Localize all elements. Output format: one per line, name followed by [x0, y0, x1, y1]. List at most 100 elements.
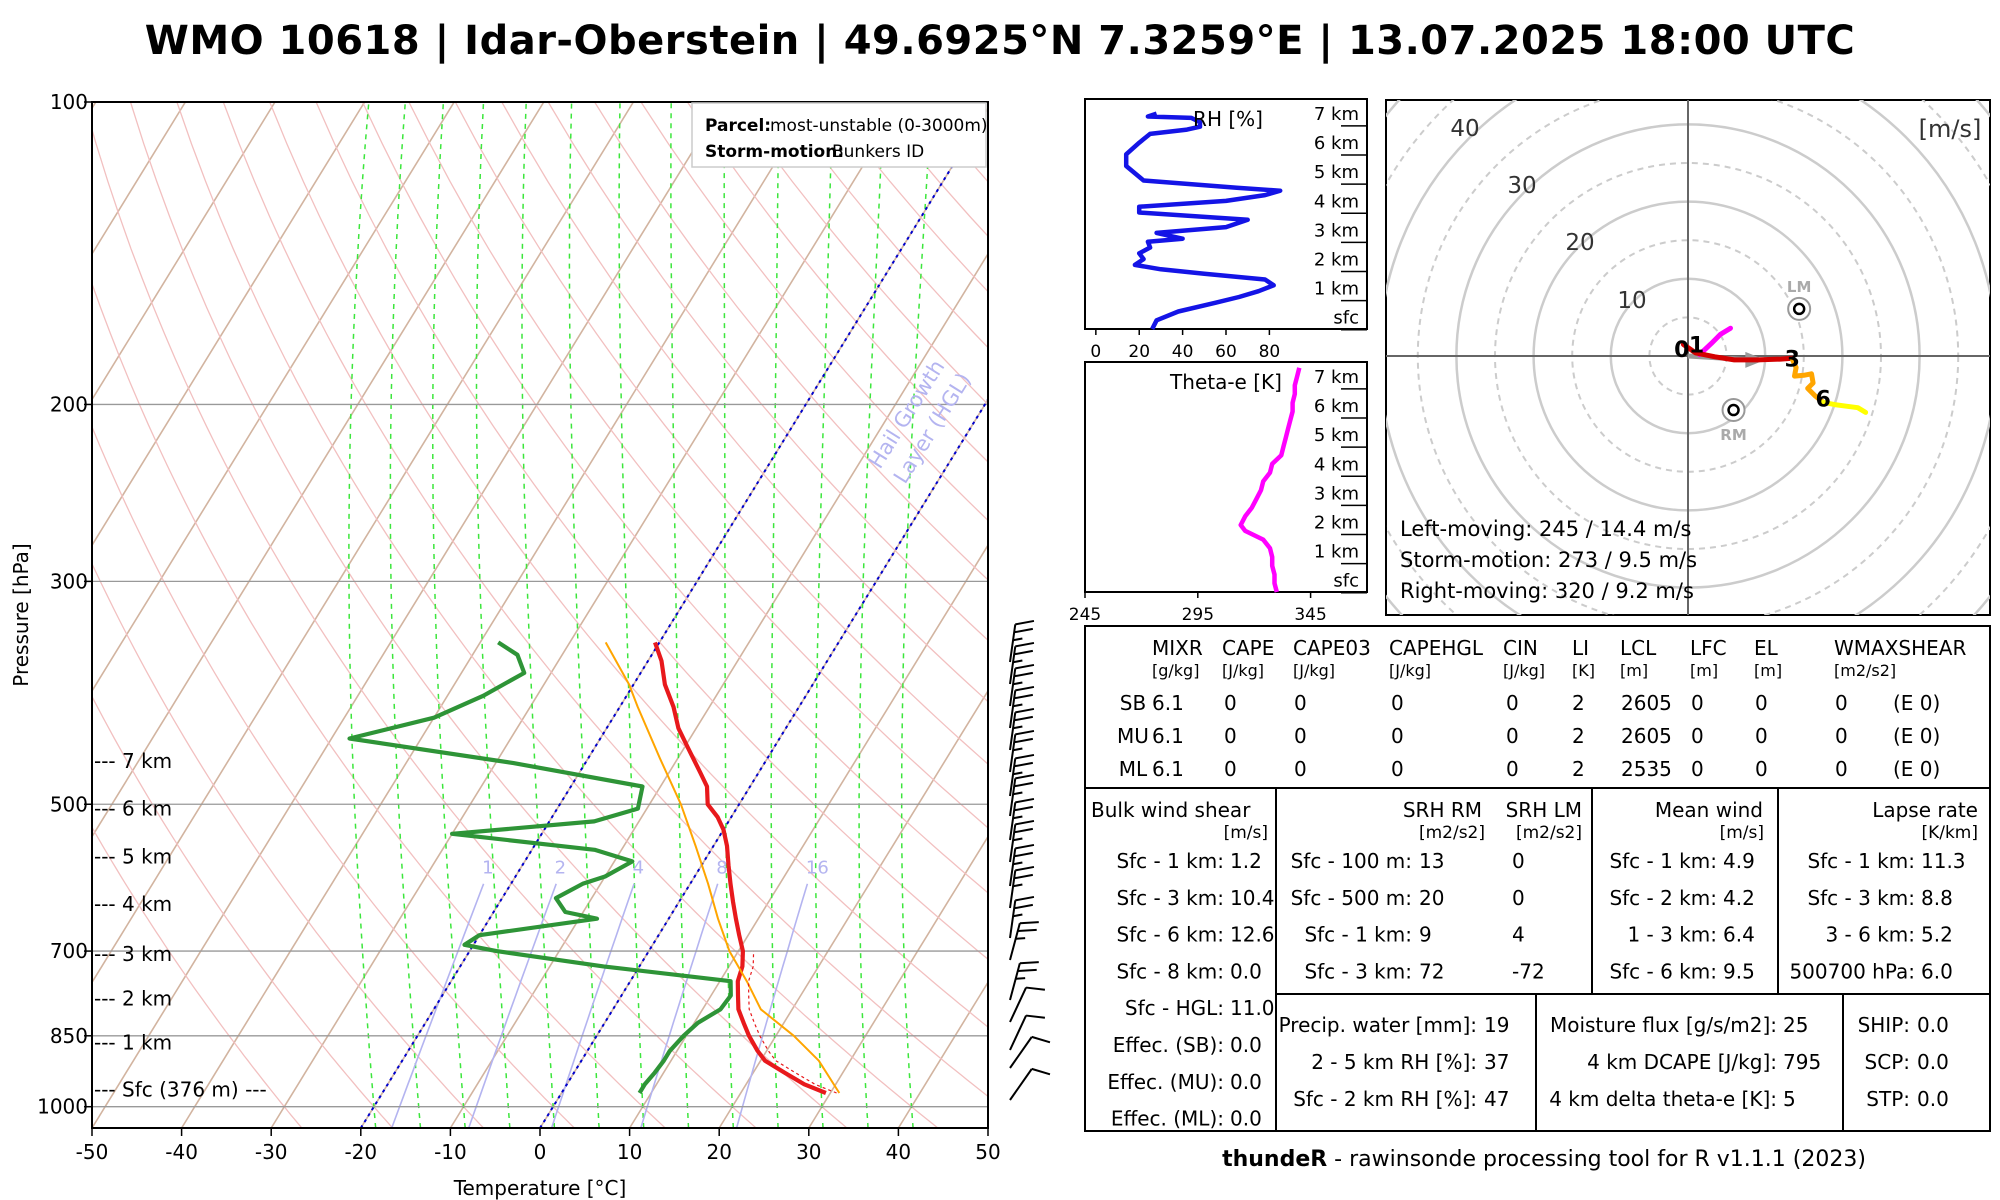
- index-row-value: 0.0: [1917, 1087, 1949, 1111]
- srh-lm-value: -72: [1512, 959, 1545, 983]
- x-tick-label: 50: [975, 1140, 1000, 1164]
- param-cell: 2: [1572, 724, 1585, 748]
- dry-adiabat-line: [361, 102, 988, 894]
- x-axis-label: Temperature [°C]: [453, 1176, 627, 1200]
- barb-shaft: [1009, 778, 1017, 817]
- dry-adiabat-line: [640, 102, 988, 522]
- srh-lm-value: 0: [1512, 886, 1525, 910]
- barb-feather: [1031, 1035, 1051, 1044]
- rh-x-tick-label: 60: [1215, 342, 1237, 362]
- shear-row-label: Sfc - HGL:: [1125, 996, 1224, 1020]
- mean-wind-unit: [m/s]: [1720, 823, 1764, 843]
- theta-e-height-label: 2 km: [1314, 512, 1359, 533]
- lapse-unit: [K/km]: [1921, 823, 1978, 843]
- height-label: --- 1 km: [94, 1030, 172, 1054]
- flux-row-label: 4 km DCAPE [J/kg]:: [1587, 1050, 1777, 1074]
- shear-row-label: Effec. (MU):: [1107, 1070, 1224, 1094]
- theta-e-height-label: sfc: [1333, 571, 1359, 592]
- wind-barb: [1009, 707, 1035, 751]
- shear-row-value: 0.0: [1230, 1107, 1262, 1131]
- mean-wind-row-label: Sfc - 1 km:: [1609, 849, 1717, 873]
- barb-shaft: [1009, 734, 1017, 773]
- moisture-row-label: Sfc - 2 km RH [%]:: [1293, 1087, 1477, 1111]
- srh-rm-value: 72: [1419, 959, 1444, 983]
- param-cell: 2605: [1621, 724, 1672, 748]
- storm-motion-value: Bunkers ID: [832, 142, 924, 162]
- param-cell: 0: [1294, 757, 1307, 781]
- param-cell: 0: [1691, 691, 1704, 715]
- srh-lm-value: 0: [1512, 849, 1525, 873]
- barb-shaft: [1009, 987, 1027, 1023]
- param-unit: [K]: [1572, 661, 1595, 680]
- hodo-height-marker: 0: [1674, 338, 1689, 363]
- barb-feather: [1025, 986, 1046, 991]
- param-cell: 0: [1391, 691, 1404, 715]
- theta-e-x-tick-label: 345: [1294, 605, 1326, 625]
- shear-row-label: Sfc - 8 km:: [1116, 959, 1224, 983]
- param-cell: (E 0): [1893, 691, 1940, 715]
- x-tick-label: -50: [76, 1140, 109, 1164]
- footer-text: - rawinsonde processing tool for R v1.1.…: [1327, 1147, 1866, 1172]
- param-unit: [m]: [1620, 661, 1648, 680]
- dry-adiabat-line: [92, 826, 303, 1128]
- theta-e-height-label: 6 km: [1314, 396, 1359, 417]
- mixing-ratio-label: 4: [633, 857, 644, 878]
- barb-shaft: [1009, 848, 1017, 887]
- param-cell: (E 0): [1893, 757, 1940, 781]
- barb-half: [1015, 937, 1026, 940]
- flux-row-value: 25: [1783, 1013, 1808, 1037]
- parcel-label: Parcel:: [705, 116, 771, 136]
- theta-e-x-tick-label: 245: [1069, 605, 1101, 625]
- y-tick-label: 1000: [37, 1095, 88, 1119]
- param-header: CAPEHGL: [1389, 636, 1484, 660]
- srh-row-label: Sfc - 3 km:: [1304, 959, 1412, 983]
- index-row-label: SCP:: [1865, 1050, 1910, 1074]
- param-header: LCL: [1620, 636, 1657, 660]
- hodo-height-marker: 6: [1815, 387, 1830, 412]
- barb-feather: [1015, 707, 1035, 714]
- parcel-line: [604, 641, 841, 1094]
- page-title: WMO 10618 | Idar-Oberstein | 49.6925°N 7…: [144, 18, 1856, 64]
- isotherm-line: [92, 102, 635, 984]
- isotherm-line: [180, 102, 814, 1128]
- srh-rm-unit: [m2/s2]: [1419, 823, 1485, 843]
- param-cell: (E 0): [1893, 724, 1940, 748]
- param-cell: 2: [1572, 757, 1585, 781]
- lapse-row-label: Sfc - 1 km:: [1807, 849, 1915, 873]
- shear-row-label: Effec. (ML):: [1111, 1107, 1224, 1131]
- shear-title: Bulk wind shear: [1091, 798, 1251, 822]
- moisture-row-value: 37: [1484, 1050, 1509, 1074]
- barb-feather: [1013, 693, 1034, 700]
- wind-barb: [1009, 1014, 1046, 1051]
- hodo-ring-label: 20: [1565, 230, 1594, 256]
- hodo-series-1-3 km: [1680, 341, 1795, 363]
- barb-feather: [1015, 865, 1035, 872]
- barb-feather: [1015, 641, 1035, 648]
- wind-barb: [1009, 753, 1035, 797]
- barb-shaft: [1009, 802, 1017, 841]
- wind-barb: [1009, 797, 1035, 841]
- wind-barb: [1009, 1035, 1051, 1069]
- dry-adiabat-line: [92, 695, 394, 1128]
- srh-row-label: Sfc - 100 m:: [1291, 849, 1412, 873]
- param-cell: 2605: [1621, 691, 1672, 715]
- mean-wind-row-label: Sfc - 2 km:: [1609, 886, 1717, 910]
- param-cell: 2535: [1621, 757, 1672, 781]
- hodo-ring-label: 30: [1507, 173, 1536, 199]
- rh-title: RH [%]: [1193, 107, 1263, 131]
- dry-adiabat-line: [92, 127, 757, 1128]
- theta-e-height-label: 1 km: [1314, 542, 1359, 563]
- moist-adiabat-line: [723, 102, 735, 1128]
- param-unit: [g/kg]: [1152, 661, 1199, 680]
- hodo-height-marker: 3: [1785, 347, 1800, 372]
- storm-point-label: RM: [1720, 426, 1746, 444]
- theta-e-x-tick-label: 295: [1182, 605, 1214, 625]
- hodo-unit-label: [m/s]: [1919, 115, 1982, 143]
- right-moving-text: Right-moving: 320 / 9.2 m/s: [1400, 579, 1694, 603]
- isotherm-line: [92, 102, 455, 693]
- mean-wind-row-label: 1 - 3 km:: [1627, 923, 1717, 947]
- srh-rm-title: SRH RM: [1403, 798, 1482, 822]
- barb-feather: [1031, 1067, 1051, 1076]
- mean-wind-row-value: 4.2: [1723, 886, 1755, 910]
